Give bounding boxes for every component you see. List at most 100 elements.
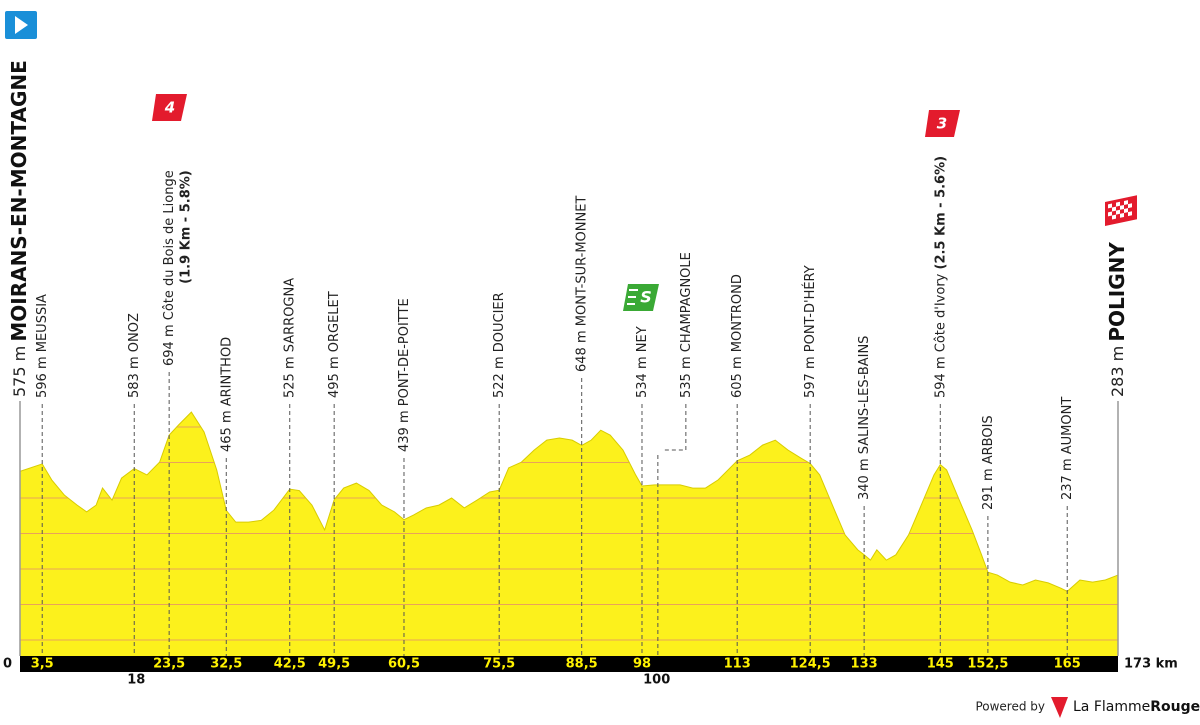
waypoint-line (657, 404, 687, 656)
waypoint-altitude: 648 m (574, 330, 589, 372)
finish-flag (1105, 195, 1137, 226)
waypoint-label: 605 m MONTROND (730, 274, 745, 398)
waypoint-altitude: 291 m (980, 468, 995, 510)
waypoint-text: 283 m POLIGNY (1105, 242, 1129, 397)
x-tick-label: 124,5 (790, 657, 831, 672)
x-tick-label: 60,5 (388, 657, 420, 672)
waypoint-altitude: 340 m (857, 458, 872, 500)
waypoint-text: 575 m MOIRANS-EN-MONTAGNE (7, 60, 31, 397)
waypoint-altitude: 575 m (10, 346, 29, 397)
waypoint-text: 596 m MEUSSIA (35, 294, 50, 398)
waypoint-label: 439 m PONT-DE-POITTE (396, 298, 411, 452)
waypoint-label: 291 m ARBOIS (980, 415, 995, 510)
kom-category: 4 (164, 99, 175, 117)
elevation-area (20, 412, 1118, 656)
waypoint-altitude: 465 m (219, 410, 234, 452)
waypoint-label: 583 m ONOZ (127, 313, 142, 398)
waypoint-altitude: 694 m (162, 324, 177, 366)
waypoint-altitude: 534 m (634, 356, 649, 398)
waypoint-text: 522 m DOUCIER (492, 292, 507, 398)
sprint-badge: S (623, 284, 659, 311)
waypoint-text: 597 m PONT-D'HÉRY (802, 265, 818, 398)
kom-category: 3 (937, 115, 947, 133)
elevation-outline (19, 411, 1119, 592)
waypoint-name: SALINS-LES-BAINS (857, 336, 872, 455)
waypoint-text: 594 m Côte d'Ivory (2.5 Km - 5.6%) (933, 156, 948, 398)
waypoint-name: CHAMPAGNOLE (678, 252, 693, 352)
waypoint-label: 534 m NEY (634, 326, 649, 398)
waypoint-label: 594 m Côte d'Ivory (2.5 Km - 5.6%) (933, 156, 948, 398)
brand-name: La Flamme (1073, 699, 1150, 715)
waypoint-altitude: 283 m (1108, 346, 1127, 397)
waypoint-name: ARINTHOD (219, 337, 234, 406)
waypoint-name: DOUCIER (492, 292, 507, 352)
x-tick-label: 18 (127, 673, 145, 688)
x-tick-label: 152,5 (967, 657, 1008, 672)
waypoint-altitude: 583 m (127, 356, 142, 398)
waypoint-name: Côte d'Ivory (933, 273, 948, 352)
waypoint-name: MEUSSIA (35, 294, 50, 352)
waypoint-altitude: 605 m (730, 356, 745, 398)
waypoint-name: MONTROND (730, 274, 745, 352)
waypoint-name: MOIRANS-EN-MONTAGNE (7, 60, 31, 341)
waypoint-altitude: 522 m (492, 356, 507, 398)
waypoint-name: SARROGNA (282, 278, 297, 352)
waypoint-text: 694 m Côte du Bois de Lionge (162, 170, 177, 366)
kom-badge: 4 (152, 94, 187, 121)
x-tick-label: 23,5 (153, 657, 185, 672)
waypoint-text: 340 m SALINS-LES-BAINS (857, 336, 872, 500)
waypoint-name: ONOZ (127, 313, 142, 352)
x-tick-label: 113 (724, 657, 751, 672)
waypoint-text: 583 m ONOZ (127, 313, 142, 398)
waypoint-label: 525 m SARROGNA (282, 278, 297, 398)
x-tick-label: 100 (643, 673, 670, 688)
x-tick-label: 32,5 (210, 657, 242, 672)
waypoint-name: POLIGNY (1105, 242, 1129, 342)
waypoint-text: 465 m ARINTHOD (219, 337, 234, 452)
x-tick-label: 145 (927, 657, 954, 672)
waypoint-name: ARBOIS (980, 415, 995, 464)
waypoint-name: MONT-SUR-MONNET (574, 196, 589, 327)
km-bar (20, 656, 1118, 672)
x-tick-label: 49,5 (318, 657, 350, 672)
x-tick-label: 98 (633, 657, 651, 672)
climb-detail: (2.5 Km - 5.6%) (933, 156, 948, 270)
waypoint-label: 535 m CHAMPAGNOLE (678, 252, 693, 398)
brand-name-bold: Rouge (1150, 699, 1200, 715)
waypoint-text: 291 m ARBOIS (980, 415, 995, 510)
waypoint-altitude: 594 m (933, 356, 948, 398)
powered-by: Powered by (975, 700, 1045, 714)
waypoint-label: 340 m SALINS-LES-BAINS (857, 336, 872, 500)
x-tick-label: 42,5 (274, 657, 306, 672)
waypoint-altitude: 439 m (396, 410, 411, 452)
waypoint-name: PONT-DE-POITTE (396, 298, 411, 406)
waypoint-label: 575 m MOIRANS-EN-MONTAGNE (7, 60, 31, 397)
x-tick-label: 75,5 (483, 657, 515, 672)
waypoint-label: 495 m ORGELET (327, 291, 342, 398)
x-tick-label: 173 km (1124, 657, 1178, 672)
waypoint-text: 237 m AUMONT (1060, 397, 1075, 500)
waypoint-text: 534 m NEY (634, 326, 649, 398)
waypoint-name: Côte du Bois de Lionge (162, 170, 177, 320)
waypoint-text: 439 m PONT-DE-POITTE (396, 298, 411, 452)
waypoint-name: PONT-D'HÉRY (802, 265, 818, 352)
x-tick-label: 0 (3, 657, 12, 672)
waypoint-label: 597 m PONT-D'HÉRY (802, 265, 818, 398)
waypoint-altitude: 596 m (35, 356, 50, 398)
waypoint-label: 694 m Côte du Bois de Lionge (1.9 Km - 5.… (162, 170, 194, 366)
waypoint-text: 648 m MONT-SUR-MONNET (574, 196, 589, 372)
x-tick-label: 133 (851, 657, 878, 672)
waypoint-label: 283 m POLIGNY (1105, 242, 1129, 397)
logo (1051, 697, 1068, 718)
waypoint-altitude: 495 m (327, 356, 342, 398)
start-flag (5, 11, 37, 39)
waypoint-name: NEY (634, 326, 649, 352)
sprint-label: S (640, 288, 652, 307)
waypoint-text: 535 m CHAMPAGNOLE (678, 252, 693, 398)
waypoint-altitude: 535 m (678, 356, 693, 398)
x-tick-label: 165 (1054, 657, 1081, 672)
waypoint-label: 237 m AUMONT (1060, 397, 1075, 500)
waypoint-label: 465 m ARINTHOD (219, 337, 234, 452)
